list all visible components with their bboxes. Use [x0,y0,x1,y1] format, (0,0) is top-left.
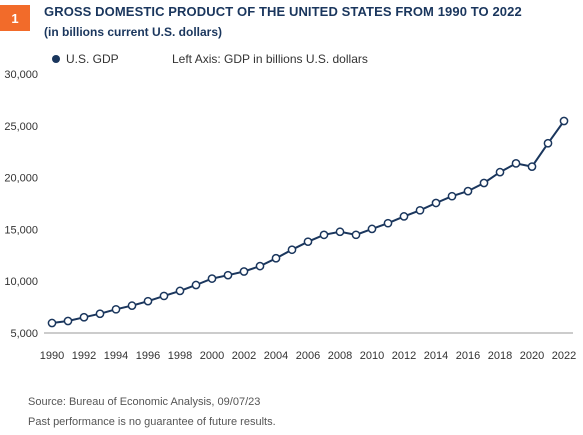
data-point [239,267,249,276]
legend-label: U.S. GDP [66,52,119,66]
data-point [367,224,377,234]
data-point [287,245,297,255]
x-tick-label: 1994 [104,350,128,362]
y-tick-label: 25,000 [4,121,38,133]
data-point [351,230,361,240]
x-tick-label: 1998 [168,350,192,362]
data-point [207,274,217,283]
x-axis-ticks: 1990 1992 1994 1996 1998 2000 2002 2004 2006 2008… [40,350,576,362]
chart-title: GROSS DOMESTIC PRODUCT OF THE UNITED STA… [44,4,522,19]
x-tick-label: 2012 [392,350,416,362]
y-tick-label: 5,000 [10,328,38,340]
data-point [127,301,137,310]
chart-subtitle: (in billions current U.S. dollars) [44,25,223,39]
data-point [399,212,409,221]
data-point [479,178,489,188]
data-point [383,218,393,228]
data-point [191,280,201,290]
data-point [303,237,313,247]
data-point [175,286,185,296]
source-note: Source: Bureau of Economic Analysis, 09/… [28,396,261,408]
y-tick-label: 30,000 [4,69,38,81]
data-point [143,296,153,306]
x-tick-label: 2018 [488,350,512,362]
data-point [319,230,329,240]
data-point [95,309,105,319]
data-point [335,227,345,237]
y-tick-label: 10,000 [4,276,38,288]
data-point [559,116,569,126]
data-point [463,186,473,196]
axis-note: Left Axis: GDP in billions U.S. dollars [172,52,368,66]
y-tick-label: 15,000 [4,224,38,236]
data-point [511,159,521,168]
x-tick-label: 2020 [520,350,544,362]
y-axis-ticks: 5,000 10,000 15,000 20,000 25,000 30,000 [4,69,38,340]
x-tick-label: 2004 [264,350,288,362]
series-line-us-gdp [51,120,565,324]
data-point [495,167,505,177]
x-tick-label: 1996 [136,350,160,362]
data-point [447,191,457,201]
x-tick-label: 2014 [424,350,448,362]
disclaimer-note: Past performance is no guarantee of futu… [28,416,276,428]
x-tick-label: 2006 [296,350,320,362]
figure-number-badge: 1 [0,5,30,31]
data-point [111,304,121,314]
data-point [415,205,425,215]
data-point [79,312,89,322]
data-point [255,261,265,271]
data-point [63,316,73,326]
x-tick-label: 2016 [456,350,480,362]
legend: U.S. GDP [52,52,119,66]
data-point [527,162,537,171]
x-tick-label: 2002 [232,350,256,362]
x-tick-label: 1990 [40,350,64,362]
data-point [223,270,233,280]
data-point [431,198,441,208]
data-point [47,318,57,328]
data-point [543,138,553,148]
x-tick-label: 1992 [72,350,96,362]
series-points [47,116,569,328]
data-point [159,291,169,301]
x-tick-label: 2010 [360,350,384,362]
x-tick-label: 2022 [552,350,576,362]
x-tick-label: 2008 [328,350,352,362]
legend-marker-icon [52,55,60,63]
x-tick-label: 2000 [200,350,224,362]
data-point [271,253,281,263]
y-tick-label: 20,000 [4,173,38,185]
